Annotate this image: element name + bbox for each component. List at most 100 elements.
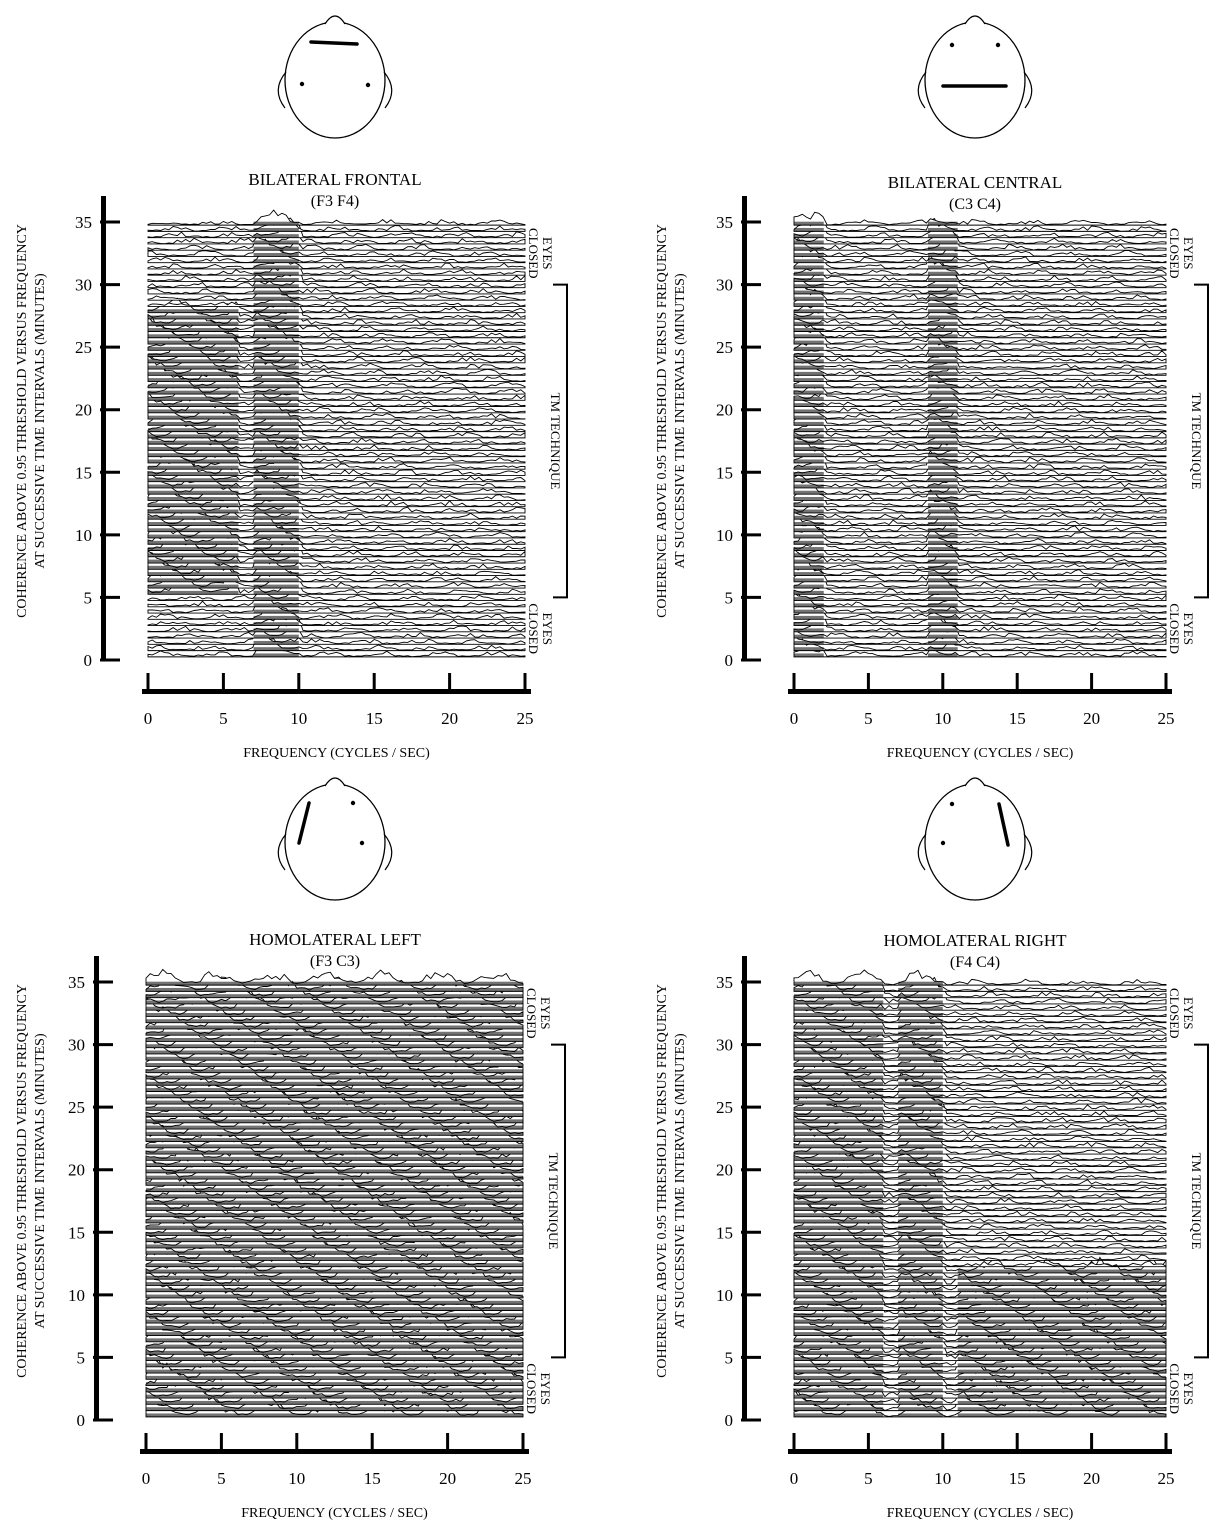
spectrum-trace — [793, 549, 1167, 564]
spectrum-trace — [793, 311, 1167, 326]
coherence-band — [253, 227, 299, 232]
coherence-band — [898, 1307, 943, 1311]
coherence-band — [927, 440, 958, 445]
chart-title: BILATERAL FRONTAL — [248, 170, 421, 189]
technique-label: TM TECHNIQUE — [548, 393, 563, 490]
coherence-band — [146, 1375, 523, 1380]
y-tick-label: 20 — [716, 401, 733, 420]
x-tick-label: 25 — [1158, 1469, 1175, 1488]
coherence-band — [148, 365, 239, 370]
spectrum-trace — [793, 631, 1167, 645]
coherence-band — [898, 1006, 943, 1011]
coherence-band — [794, 1319, 884, 1324]
spectrum-trace — [793, 513, 1167, 526]
x-axis-line — [140, 1449, 529, 1454]
coherence-band — [253, 309, 299, 313]
coherence-band — [253, 284, 299, 288]
coherence-band — [927, 497, 958, 501]
coherence-band — [148, 334, 239, 338]
left-ear-shape — [277, 71, 287, 109]
spectrum-trace — [793, 435, 1167, 451]
coherence-band — [794, 284, 824, 288]
coherence-band — [898, 1025, 943, 1029]
coherence-band — [794, 259, 824, 263]
y-tick-label: 25 — [716, 338, 733, 357]
coherence-band — [253, 271, 299, 276]
coherence-band — [148, 503, 239, 507]
coherence-band — [898, 1225, 943, 1230]
coherence-band — [927, 634, 958, 639]
coherence-band — [794, 994, 884, 998]
coherence-band — [253, 490, 299, 495]
chart-subtitle: (F3 F4) — [311, 193, 359, 210]
coherence-band — [253, 534, 299, 538]
coherence-band — [927, 409, 958, 413]
coherence-band — [146, 1369, 523, 1374]
x-tick-label: 5 — [217, 1469, 226, 1488]
coherence-band — [148, 328, 239, 332]
coherence-band — [253, 240, 299, 244]
coherence-band — [898, 1131, 943, 1136]
coherence-band — [927, 321, 958, 326]
coherence-band — [794, 653, 824, 657]
coherence-band — [794, 296, 824, 301]
coherence-band — [794, 1332, 884, 1336]
x-tick-label: 0 — [790, 1469, 799, 1488]
coherence-band — [253, 371, 299, 376]
y-tick-label: 0 — [725, 651, 734, 670]
x-tick-label: 5 — [864, 1469, 873, 1488]
spectrum-trace — [147, 234, 526, 245]
y-tick-label: 10 — [716, 1286, 733, 1305]
spectrum-trace — [147, 628, 526, 639]
spectrum-trace — [793, 344, 1167, 357]
y-axis-label-line1: COHERENCE ABOVE 0.95 THRESHOLD VERSUS FR… — [655, 224, 670, 618]
coherence-band — [898, 1394, 943, 1399]
coherence-band — [253, 622, 299, 626]
coherence-band — [253, 471, 299, 476]
right-ear-shape — [1023, 833, 1033, 871]
coherence-band — [898, 1375, 943, 1380]
x-tick-label: 20 — [1083, 1469, 1100, 1488]
coherence-band — [253, 259, 299, 263]
spectrum-trace — [793, 536, 1167, 551]
coherence-band — [146, 987, 523, 992]
coherence-band — [794, 565, 824, 570]
coherence-band — [794, 1369, 884, 1374]
coherence-band — [146, 1319, 523, 1324]
coherence-band — [146, 1038, 523, 1042]
coherence-band — [148, 471, 239, 476]
chart-subtitle: (C3 C4) — [949, 196, 1001, 213]
coherence-band — [148, 421, 239, 426]
coherence-band — [794, 1231, 884, 1236]
coherence-band — [898, 1238, 943, 1242]
eyes-label-line1: EYES — [538, 1372, 553, 1405]
coherence-band — [794, 471, 824, 476]
chart-panel-1: BILATERAL FRONTAL (F3 F4) COHERENCE ABOVE … — [15, 15, 568, 761]
coherence-band — [253, 584, 299, 589]
y-tick-label: 35 — [716, 213, 733, 232]
coherence-band — [927, 522, 958, 526]
coherence-band — [794, 396, 824, 401]
coherence-band — [146, 1075, 523, 1079]
coherence-band — [794, 271, 824, 276]
coherence-band — [146, 1338, 523, 1342]
coherence-band — [927, 572, 958, 576]
y-tick-label: 30 — [716, 276, 733, 295]
coherence-band — [146, 1188, 523, 1192]
spectrum-trace — [793, 360, 1167, 376]
coherence-band — [927, 396, 958, 401]
coherence-band — [794, 572, 824, 576]
x-tick-label: 5 — [219, 709, 228, 728]
coherence-band — [794, 1257, 884, 1261]
coherence-band — [927, 622, 958, 626]
coherence-band — [794, 540, 824, 545]
coherence-band — [148, 434, 239, 438]
spectrum-trace — [793, 221, 1167, 239]
head-diagram — [917, 15, 1033, 139]
y-tick-label: 0 — [725, 1411, 734, 1430]
coherence-band — [794, 559, 824, 564]
coherence-band — [957, 1300, 1166, 1305]
coherence-band — [794, 309, 824, 313]
spectrum-trace — [793, 506, 1167, 520]
coherence-band — [146, 1288, 523, 1292]
